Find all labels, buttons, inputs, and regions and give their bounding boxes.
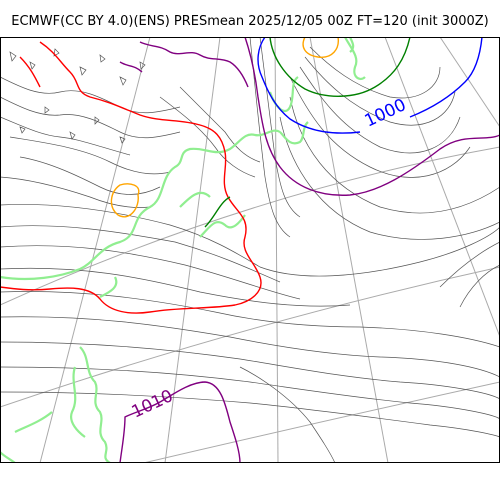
contour-label-1010: 1010 bbox=[129, 386, 177, 422]
isobar-1000 bbox=[257, 37, 483, 134]
isobar-1010 bbox=[119, 37, 500, 463]
coastline bbox=[0, 37, 366, 463]
map-title: ECMWF(CC BY 4.0)(ENS) PRESmean 2025/12/0… bbox=[11, 14, 489, 29]
isobar-green bbox=[204, 37, 411, 228]
isobar-red bbox=[0, 41, 262, 314]
contour-label-1000: 1000 bbox=[362, 95, 410, 131]
graticule bbox=[0, 37, 500, 463]
pressure-map: 1000 1010 bbox=[0, 37, 500, 463]
isobar-orange bbox=[110, 37, 339, 218]
